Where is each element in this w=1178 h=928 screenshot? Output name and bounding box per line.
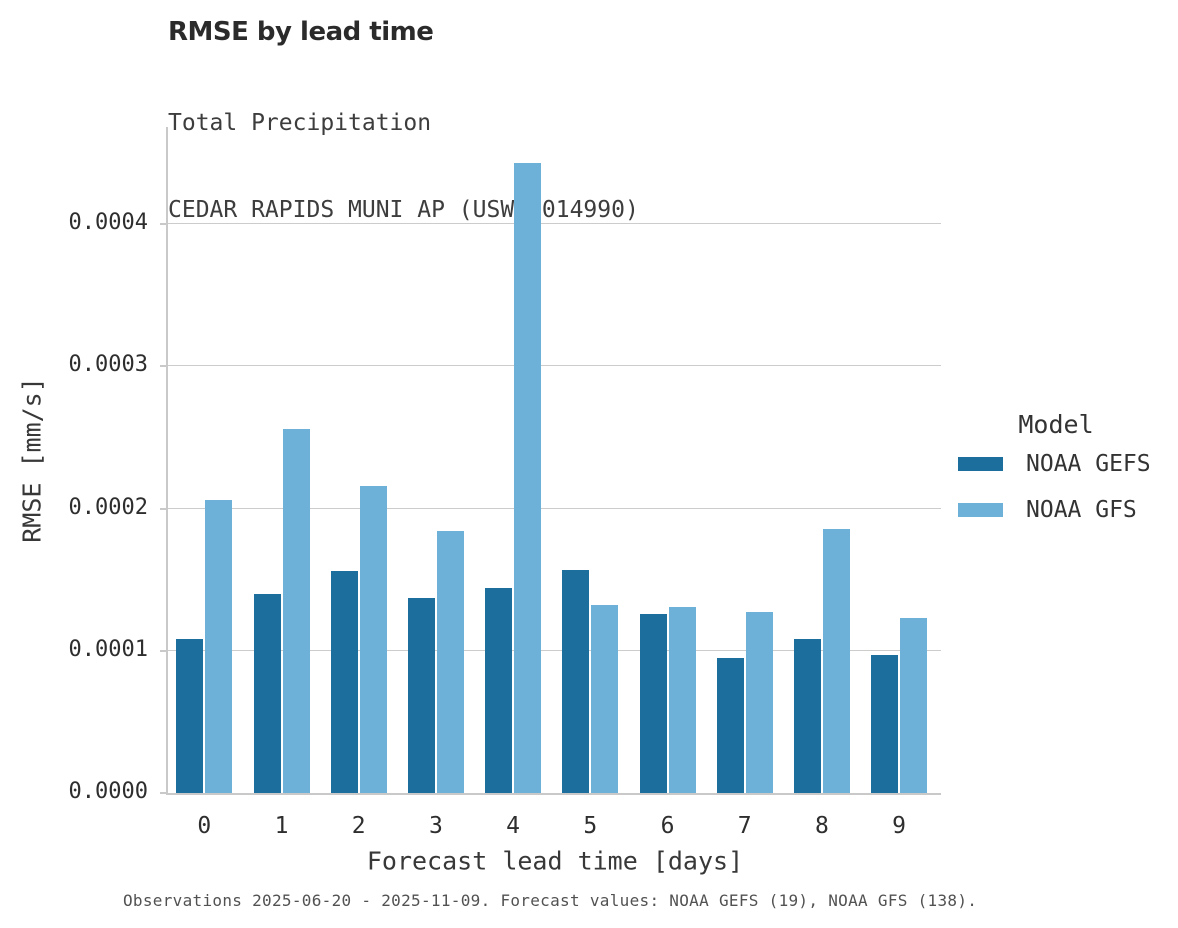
x-tick-label: 1 [274, 813, 289, 839]
y-axis-title: RMSE [mm/s] [17, 377, 47, 543]
y-tick-label: 0.0002 [68, 494, 148, 520]
bar-noaa-gfs-lead-4 [514, 163, 542, 793]
legend-entry-noaa-gefs: NOAA GEFS [958, 451, 1168, 477]
y-tick-label: 0.0001 [68, 636, 148, 662]
x-tick-label: 5 [583, 813, 598, 839]
bar-noaa-gefs-lead-8 [793, 639, 821, 793]
gridline [168, 365, 941, 367]
legend-label: NOAA GEFS [1026, 451, 1151, 477]
gridline [168, 223, 941, 225]
x-tick-label: 6 [660, 813, 675, 839]
y-axis-spine [166, 127, 168, 795]
y-tick-mark [160, 792, 166, 794]
bar-noaa-gfs-lead-7 [745, 612, 773, 793]
y-tick-mark [160, 649, 166, 652]
bar-noaa-gfs-lead-8 [822, 528, 850, 793]
x-tick-label: 9 [892, 813, 907, 839]
y-tick-mark [160, 223, 166, 226]
bar-noaa-gefs-lead-6 [639, 613, 667, 793]
legend-entry-noaa-gfs: NOAA GFS [958, 497, 1168, 523]
x-tick-label: 0 [197, 813, 212, 839]
bar-noaa-gefs-lead-2 [330, 571, 358, 793]
x-tick-label: 2 [351, 813, 366, 839]
bar-noaa-gfs-lead-0 [205, 500, 233, 793]
x-tick-label: 8 [814, 813, 829, 839]
bar-noaa-gefs-lead-3 [407, 598, 435, 793]
bar-noaa-gefs-lead-1 [253, 593, 281, 793]
x-tick-label: 3 [428, 813, 443, 839]
bar-noaa-gefs-lead-4 [485, 588, 513, 793]
legend-label: NOAA GFS [1026, 497, 1137, 523]
y-tick-label: 0.0000 [68, 779, 148, 804]
bar-noaa-gfs-lead-5 [591, 605, 619, 793]
x-axis-spine [166, 793, 941, 795]
legend: Model NOAA GEFS NOAA GFS [958, 410, 1168, 543]
chart-subtitle: Total Precipitation CEDAR RAPIDS MUNI AP… [168, 51, 639, 283]
legend-swatch [958, 457, 1003, 471]
y-tick-mark [160, 365, 166, 368]
caption: Observations 2025-06-20 - 2025-11-09. Fo… [123, 891, 978, 910]
x-tick-label: 7 [737, 813, 752, 839]
legend-swatch [958, 503, 1003, 517]
y-tick-label: 0.0004 [68, 210, 148, 236]
bar-noaa-gefs-lead-5 [562, 569, 590, 793]
y-tick-mark [160, 507, 166, 510]
bar-noaa-gfs-lead-3 [436, 531, 464, 793]
subtitle-station: CEDAR RAPIDS MUNI AP (USW00014990) [168, 197, 639, 223]
bar-noaa-gefs-lead-7 [716, 657, 744, 793]
x-tick-label: 4 [506, 813, 521, 839]
bar-noaa-gfs-lead-6 [668, 606, 696, 793]
plot-area [160, 127, 941, 795]
bar-noaa-gfs-lead-9 [900, 618, 928, 793]
y-tick-label: 0.0003 [68, 352, 148, 378]
gridline [168, 649, 941, 651]
legend-rows: NOAA GEFS NOAA GFS [958, 451, 1168, 523]
gridline [168, 507, 941, 509]
bar-noaa-gefs-lead-0 [176, 639, 204, 793]
bar-noaa-gefs-lead-9 [871, 655, 899, 793]
x-axis-title: Forecast lead time [days] [366, 846, 744, 876]
chart-title: RMSE by lead time [168, 17, 434, 47]
bar-noaa-gfs-lead-2 [359, 485, 387, 793]
bar-noaa-gfs-lead-1 [282, 428, 310, 793]
legend-title: Model [1018, 410, 1094, 439]
subtitle-variable: Total Precipitation [168, 110, 432, 136]
